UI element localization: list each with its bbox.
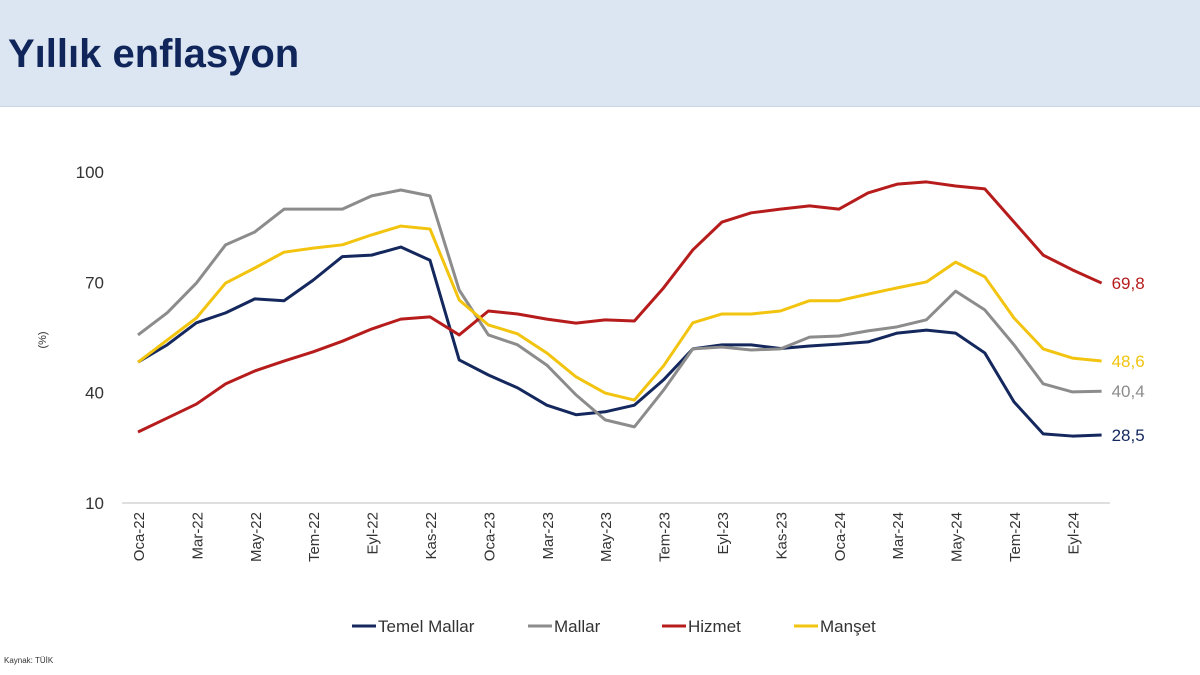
x-tick-label: May-23 [598, 512, 615, 562]
x-tick-label: Eyl-23 [715, 512, 732, 555]
x-tick-label: Eyl-22 [365, 512, 382, 555]
series-line-Temel Mallar [137, 245, 1102, 438]
end-value-label: 48,6 [1112, 352, 1145, 371]
page-title: Yıllık enflasyon [8, 32, 300, 76]
x-tick-label: Kas-22 [423, 512, 440, 560]
y-tick-label: 10 [85, 494, 104, 513]
y-tick-label: 40 [85, 384, 104, 403]
legend-label: Manşet [820, 617, 876, 636]
x-tick-label: Oca-22 [131, 512, 148, 561]
x-tick-label: Oca-23 [481, 512, 498, 561]
end-value-label: 40,4 [1112, 382, 1145, 401]
series-line-Hizmet [137, 180, 1103, 434]
x-tick-label: Mar-23 [540, 512, 557, 560]
y-axis-label: (%) [37, 331, 49, 348]
header-band: Yıllık enflasyon [0, 0, 1200, 107]
x-tick-label: Mar-22 [189, 512, 206, 560]
legend-label: Temel Mallar [378, 617, 475, 636]
x-tick-label: Tem-22 [306, 512, 323, 562]
x-tick-label: Tem-24 [1007, 512, 1024, 562]
legend-label: Hizmet [688, 617, 741, 636]
end-value-label: 28,5 [1112, 426, 1145, 445]
x-tick-label: May-22 [248, 512, 265, 562]
x-tick-label: Kas-23 [773, 512, 790, 560]
series-line-Manşet [137, 224, 1102, 402]
x-tick-label: Oca-24 [832, 512, 849, 561]
x-tick-label: May-24 [949, 512, 966, 562]
y-tick-label: 70 [85, 273, 104, 292]
x-tick-label: Tem-23 [657, 512, 674, 562]
y-tick-label: 100 [76, 163, 104, 182]
x-tick-label: Eyl-24 [1065, 512, 1082, 555]
source-note: Kaynak: TÜİK [4, 656, 54, 665]
end-value-label: 69,8 [1112, 274, 1145, 293]
series-line-Mallar [137, 188, 1102, 429]
x-tick-label: Mar-24 [890, 512, 907, 560]
legend-label: Mallar [554, 617, 601, 636]
